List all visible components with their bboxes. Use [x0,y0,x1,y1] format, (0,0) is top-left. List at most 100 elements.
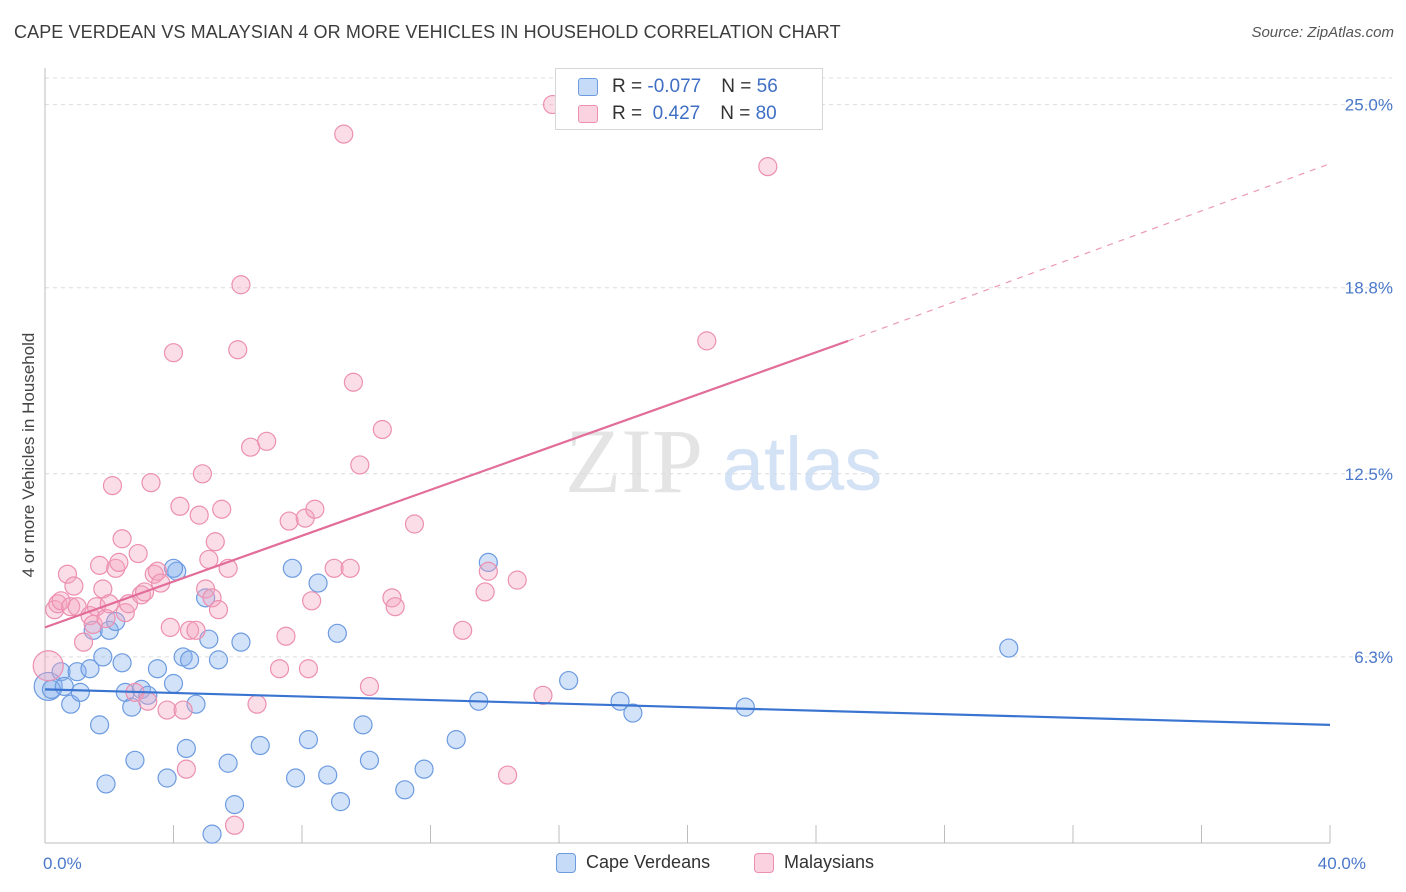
data-point [96,774,116,794]
data-point [324,558,344,578]
legend-item-cape-verdeans: Cape Verdeans [556,852,710,873]
data-point [302,591,322,611]
legend-r-label: R = [612,76,648,97]
data-point [285,768,306,788]
data-point [80,659,100,679]
axes [44,68,1331,844]
data-point [298,730,319,750]
data-point [327,623,347,643]
data-point [93,647,113,667]
y-tick-label: 6.3% [1354,648,1393,667]
data-point [334,124,354,144]
watermark-atlas: atlas [722,422,883,507]
y-axis-label: 4 or more Vehicles in Household [19,333,38,578]
data-point [163,558,184,578]
trendline-cape-verdeans [44,688,1331,726]
data-point [623,703,643,723]
data-point [507,570,527,590]
data-point [73,632,94,652]
data-point [359,750,380,770]
data-point [308,573,328,593]
data-point [282,558,302,578]
y-tick-label: 25.0% [1345,96,1393,115]
data-point [224,795,245,815]
data-point [395,780,415,800]
legend-r-value: 0.427 [647,103,701,124]
data-point [189,505,209,525]
data-point [404,514,425,534]
legend-n-value: 80 [755,103,777,124]
data-point [179,620,200,640]
tick-labels: 6.3% 12.5% 18.8% 25.0% 0.0% 40.0% [43,96,1393,873]
data-point [163,673,184,694]
trendlines [44,163,1331,726]
data-point [138,691,158,711]
legend-n-label: N = [720,103,756,124]
data-point [218,753,238,773]
data-point [192,464,213,484]
series-legend: Cape Verdeans Malaysians [0,852,1406,876]
data-point [112,653,132,673]
data-point [247,694,267,714]
legend-label-cape-verdeans: Cape Verdeans [586,852,711,872]
data-point [241,437,261,457]
data-point [359,676,380,697]
data-point [32,650,64,682]
data-point [305,499,325,519]
data-point [176,738,196,759]
data-point [157,768,177,788]
data-point [202,824,222,844]
data-point [298,659,319,679]
data-point [61,597,81,617]
data-point [160,617,180,637]
data-point [179,650,200,670]
data-point [353,715,373,735]
series-cape-verdeans [33,552,1019,844]
data-point [96,608,116,629]
data-point [102,476,123,496]
data-point [697,331,717,351]
data-point [279,511,299,531]
legend-n-label: N = [721,76,757,97]
data-point [340,558,360,578]
data-point [205,532,225,552]
data-point [533,685,553,705]
data-point [385,597,405,617]
data-point [163,343,184,363]
data-point [330,792,351,812]
data-point [176,759,196,779]
trendline-extension-malaysians [847,163,1331,342]
data-point [453,620,473,640]
gridlines [45,77,1392,658]
data-point [147,561,168,581]
trendline-malaysians [44,339,849,629]
watermark: ZIP atlas [565,410,882,512]
data-point [231,632,251,652]
data-point [372,419,392,440]
legend-item-malaysians: Malaysians [754,852,874,873]
data-point [231,275,251,295]
legend-label-malaysians: Malaysians [784,852,875,872]
data-point [350,455,370,475]
data-point [446,730,466,750]
legend-swatch-malaysians [754,852,774,873]
data-point [228,340,248,360]
data-point [141,473,161,493]
data-point [106,558,126,578]
data-point [202,588,222,608]
data-point [257,431,277,451]
series-malaysians [32,94,778,835]
data-point [157,700,177,720]
data-point [186,620,206,640]
data-point [208,600,229,620]
data-point [478,561,498,581]
legend-swatch-malaysians [578,105,598,123]
legend-row-cape-verdeans: R = -0.077 N = 56 [578,74,778,100]
legend-r-value: -0.077 [647,76,702,97]
points-layer [32,94,1019,844]
data-point [125,750,145,770]
chart-title: CAPE VERDEAN VS MALAYSIAN 4 OR MORE VEHI… [14,22,841,42]
data-point [212,499,232,519]
legend-r-label: R = [612,103,648,124]
